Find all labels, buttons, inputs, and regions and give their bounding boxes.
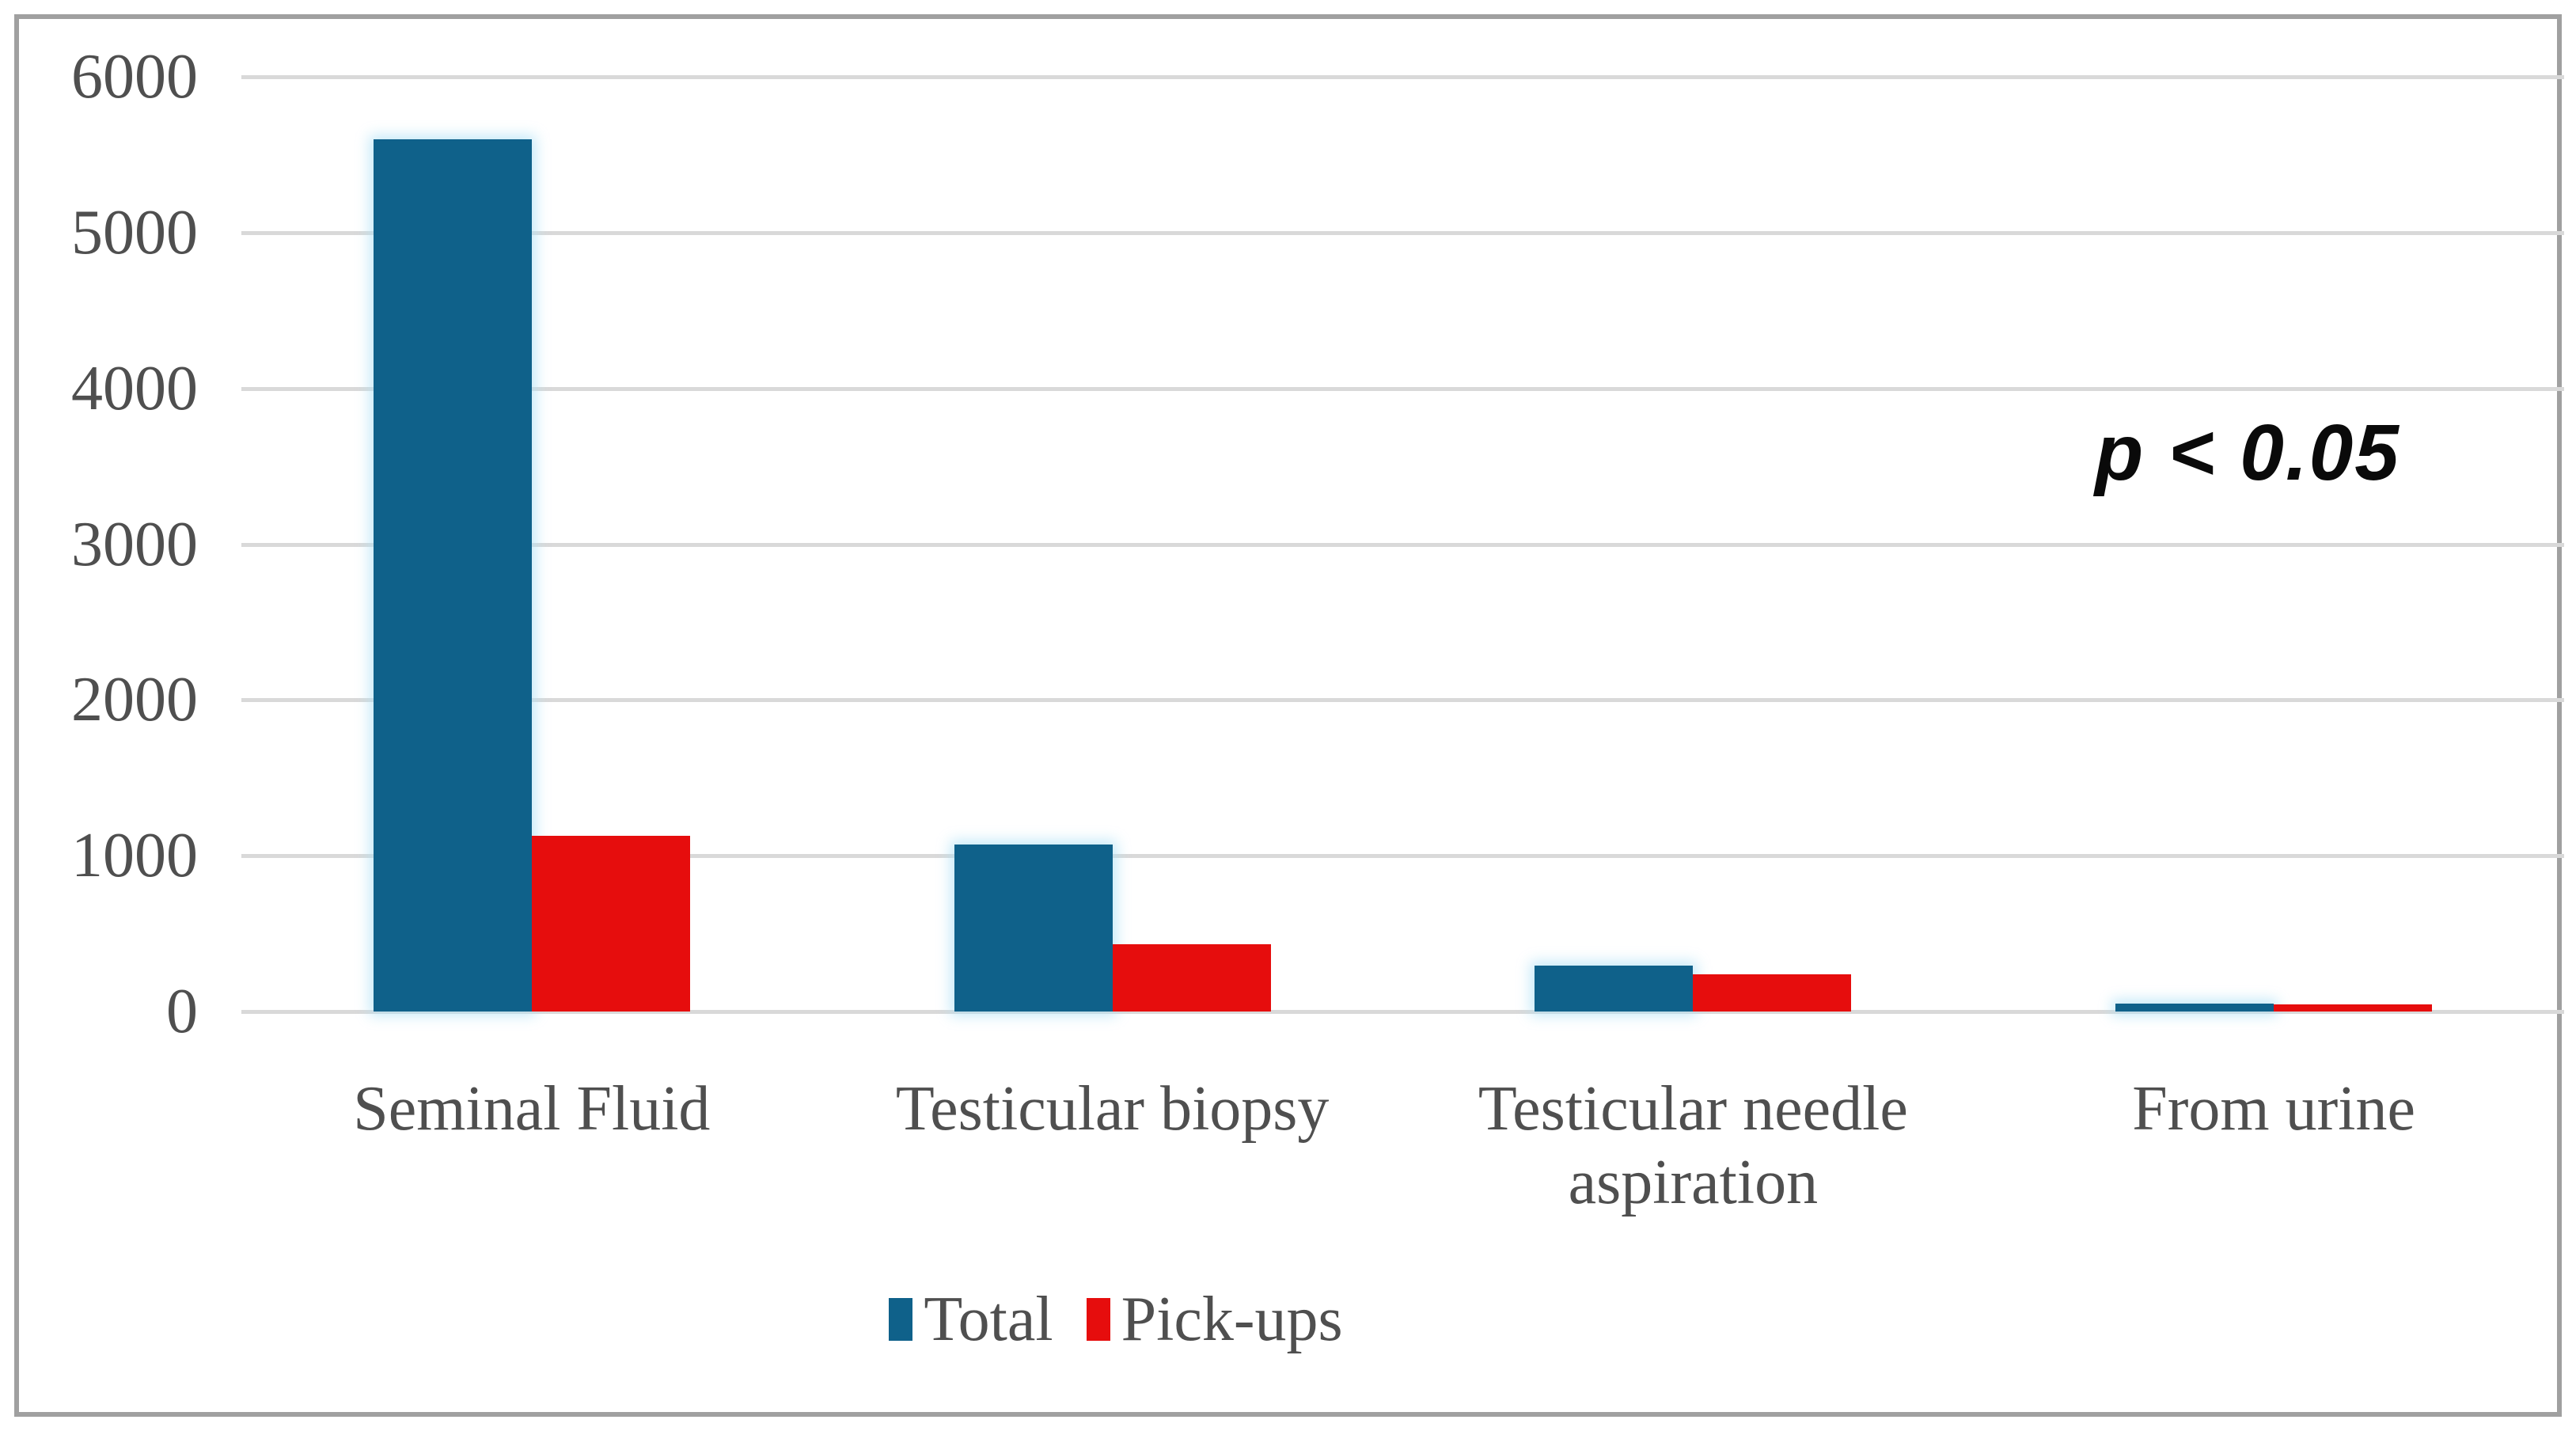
- legend: Total Pick-ups: [0, 1276, 2232, 1363]
- x-axis-baseline: [241, 1010, 2564, 1014]
- y-tick-label-5000: 5000: [71, 197, 198, 268]
- gridline-2000: [241, 698, 2564, 703]
- p-value-annotation: p < 0.05: [2095, 408, 2400, 497]
- legend-color-swatch-pick-ups: [1086, 1298, 1110, 1341]
- gridline-3000: [241, 542, 2564, 547]
- legend-item-pick-ups: Pick-ups: [1086, 1284, 1343, 1356]
- y-tick-label-6000: 6000: [71, 42, 198, 112]
- gridline-1000: [241, 854, 2564, 859]
- y-tick-label-3000: 3000: [71, 509, 198, 579]
- bar-total-testicular-biopsy: [954, 845, 1113, 1012]
- bar-pick-ups-testicular-biopsy: [1112, 944, 1271, 1012]
- category-label-seminal-fluid: Seminal Fluid: [353, 1074, 711, 1144]
- legend-color-swatch-total: [889, 1298, 913, 1341]
- bar-pick-ups-testicular-needle-aspiration: [1693, 974, 1852, 1012]
- y-tick-label-0: 0: [166, 977, 198, 1046]
- gridline-6000: [241, 75, 2564, 79]
- legend-item-total: Total: [889, 1284, 1053, 1356]
- legend-label-pick-ups: Pick-ups: [1121, 1284, 1343, 1354]
- bar-total-testicular-needle-aspiration: [1535, 965, 1694, 1012]
- legend-label-total: Total: [924, 1284, 1053, 1354]
- category-label-testicular-needle-aspiration: Testicular needle aspiration: [1478, 1074, 1908, 1217]
- gridline-4000: [241, 386, 2564, 391]
- y-tick-label-2000: 2000: [71, 665, 198, 735]
- category-label-from-urine: From urine: [2132, 1074, 2415, 1144]
- bar-pick-ups-seminal-fluid: [531, 835, 690, 1012]
- y-tick-label-1000: 1000: [71, 821, 198, 891]
- gridline-5000: [241, 230, 2564, 235]
- bar-total-from-urine: [2115, 1004, 2274, 1012]
- bar-pick-ups-from-urine: [2274, 1004, 2433, 1012]
- y-tick-label-4000: 4000: [71, 353, 198, 423]
- bar-total-seminal-fluid: [373, 139, 532, 1012]
- category-label-testicular-biopsy: Testicular biopsy: [895, 1074, 1330, 1144]
